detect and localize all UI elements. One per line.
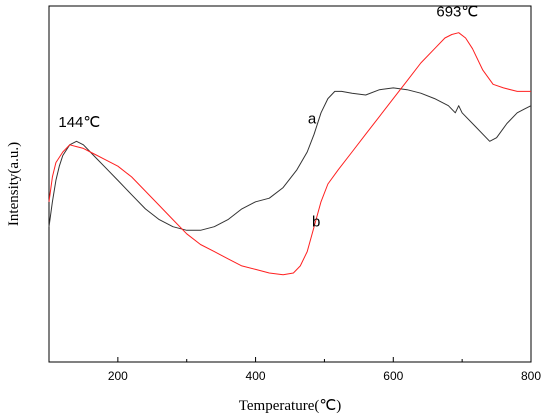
x-tick-label: 200 — [108, 369, 128, 383]
series-layer — [48, 32, 532, 276]
x-tick-label: 400 — [246, 369, 266, 383]
annotations: 144℃ 693℃ a b — [58, 4, 478, 231]
annotation-label: 693℃ — [436, 4, 478, 21]
annotation-label: 144℃ — [58, 114, 100, 131]
annotation-label: a — [308, 110, 317, 127]
x-axis-title: Temperature(℃) — [239, 398, 341, 414]
series-line-a — [48, 87, 532, 231]
x-tick-label: 800 — [521, 369, 541, 383]
annotation-label: b — [312, 214, 320, 231]
plot-area — [48, 5, 532, 363]
plot-frame — [48, 5, 532, 363]
y-axis-title: Intensity(a.u.) — [6, 142, 22, 226]
series-line-b — [48, 32, 531, 276]
x-tick-label: 600 — [383, 369, 403, 383]
x-axis-ticks: 200 400 600 800 — [48, 357, 541, 383]
